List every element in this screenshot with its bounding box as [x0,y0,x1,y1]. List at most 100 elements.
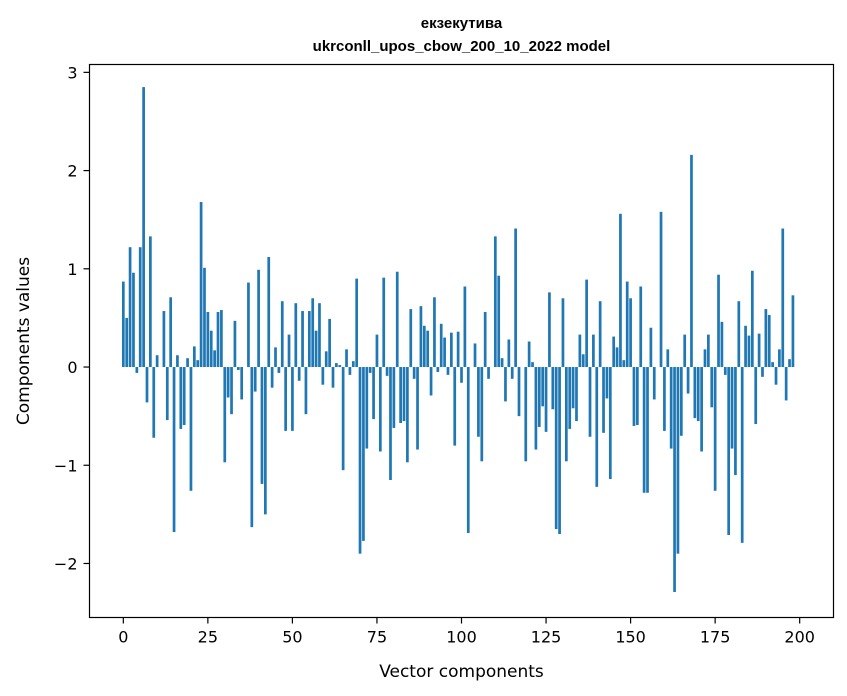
bar [240,367,244,400]
bar [541,367,545,407]
bar [649,327,653,368]
x-tick-label: 25 [198,628,218,647]
bar [402,367,406,422]
bar [493,236,497,368]
bar [771,362,774,368]
bar [206,312,210,368]
bar [784,367,788,401]
bar [189,367,193,491]
bar [744,325,747,368]
bar [581,354,585,368]
bar [774,367,778,385]
bar [311,298,315,368]
bar [659,211,663,368]
bar [720,321,724,368]
bar [416,367,419,450]
bar [578,334,582,368]
bar [142,87,145,368]
bar [348,367,352,375]
bar [355,278,359,368]
bar [693,367,697,419]
bar [548,292,551,368]
bar [274,347,277,368]
bar [453,367,457,446]
bar [335,363,338,368]
bar [362,367,365,541]
bar [149,236,152,368]
bar [754,367,758,424]
bar [625,281,629,368]
y-tick-label: −1 [54,456,78,475]
bar [226,367,230,398]
bar [172,367,176,533]
bar [409,309,413,368]
y-tick-label: 2 [67,162,77,181]
bar [514,228,517,368]
bar [247,282,250,368]
bar [717,274,720,368]
bar [727,367,731,535]
bar [182,367,186,425]
bar [734,367,737,476]
chart-subtitle: ukrconll_upos_cbow_200_10_2022 model [313,38,611,55]
bar [517,367,521,417]
bar [399,367,402,424]
bar [203,267,206,368]
bar [473,343,477,368]
bar [331,367,335,388]
bar [128,247,132,368]
bar [368,367,372,373]
bar [564,367,568,462]
y-axis-ticks: −2 −1 0 1 2 3 [54,63,90,573]
bar [639,286,643,368]
bar [365,367,369,449]
bar [264,367,267,515]
bar [257,269,260,368]
bar [145,367,149,403]
bar [270,367,274,388]
x-axis-ticks: 0 25 50 75 100 125 150 175 200 [118,617,815,647]
bar [747,335,751,368]
bar [646,367,649,493]
bar [121,281,125,368]
bar [236,367,240,370]
bar [487,367,490,379]
bar [598,301,602,368]
bar [389,367,392,480]
bar [213,350,216,368]
bar [439,323,443,368]
bar [392,367,396,428]
bar [345,349,348,368]
bar [314,330,318,368]
bar [551,367,555,410]
bar [612,336,616,368]
bar [456,331,460,368]
bar [358,367,362,554]
bar [615,347,619,368]
bar [152,367,156,438]
bar [176,355,179,368]
bar [723,367,727,375]
bar [757,333,761,368]
bar [375,334,379,368]
bar [165,367,169,421]
bar [710,367,714,408]
bar [301,311,304,368]
bar [318,303,321,368]
bar [450,332,453,368]
bar [788,359,791,368]
bar [304,367,308,415]
bar [460,367,463,383]
y-tick-label: 1 [67,260,77,279]
bar [537,367,541,427]
bar [554,367,558,530]
bar [351,361,355,368]
bar [216,312,220,368]
bar [602,367,605,433]
bar [253,367,257,392]
bar [524,367,528,462]
bar [636,367,639,425]
x-tick-label: 100 [446,628,477,647]
bar [700,367,703,452]
y-tick-label: −2 [54,554,78,573]
